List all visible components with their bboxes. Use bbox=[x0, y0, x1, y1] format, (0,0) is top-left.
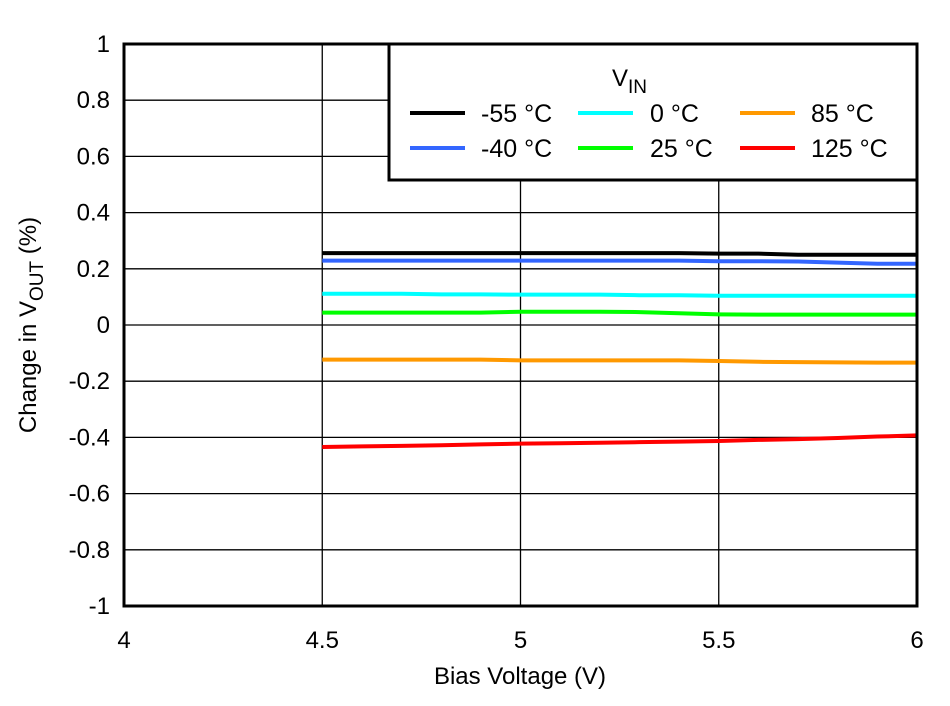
x-tick-label: 5 bbox=[514, 627, 527, 654]
legend: VIN -55 °C 0 °C 85 °C -40 °C 25 °C 125 °C bbox=[387, 42, 919, 182]
y-tick-label: 0.2 bbox=[77, 256, 110, 283]
legend-label: 25 °C bbox=[650, 135, 713, 163]
legend-box bbox=[387, 42, 919, 182]
legend-label: 125 °C bbox=[811, 135, 888, 163]
legend-label: -55 °C bbox=[481, 100, 552, 128]
y-tick-label: 1 bbox=[97, 31, 110, 58]
series-line-0 bbox=[322, 251, 917, 257]
series-lines bbox=[322, 251, 918, 449]
y-tick-label: 0.4 bbox=[77, 200, 110, 227]
y-tick-label: 0.8 bbox=[77, 87, 110, 114]
y-tick-label: -0.2 bbox=[69, 368, 110, 395]
x-tick-label: 4 bbox=[117, 627, 130, 654]
legend-label: 0 °C bbox=[650, 100, 699, 128]
y-tick-label: -1 bbox=[89, 593, 110, 620]
x-tick-label: 4.5 bbox=[306, 627, 339, 654]
y-tick-label: 0 bbox=[97, 312, 110, 339]
series-line-2 bbox=[322, 357, 917, 365]
series-line-1 bbox=[322, 291, 917, 298]
y-tick-label: -0.4 bbox=[69, 424, 110, 451]
legend-title: VIN bbox=[612, 65, 647, 98]
x-tick-label: 6 bbox=[910, 627, 923, 654]
series-line-5 bbox=[322, 433, 918, 449]
y-tick-label: -0.8 bbox=[69, 537, 110, 564]
series-line-3 bbox=[322, 258, 917, 266]
series-line-4 bbox=[322, 309, 917, 317]
y-tick-label: -0.6 bbox=[69, 481, 110, 508]
legend-label: -40 °C bbox=[481, 135, 552, 163]
x-tick-label: 5.5 bbox=[702, 627, 735, 654]
y-axis-label: Change in VOUT (%) bbox=[15, 217, 48, 433]
legend-label: 85 °C bbox=[811, 100, 874, 128]
tick-labels: 4 4.5 5 5.5 6 1 0.8 0.6 0.4 0.2 0 -0.2 -0.4 -0.6 -0.8 -… bbox=[69, 31, 924, 654]
x-axis-label: Bias Voltage (V) bbox=[434, 663, 606, 690]
y-tick-label: 0.6 bbox=[77, 143, 110, 170]
